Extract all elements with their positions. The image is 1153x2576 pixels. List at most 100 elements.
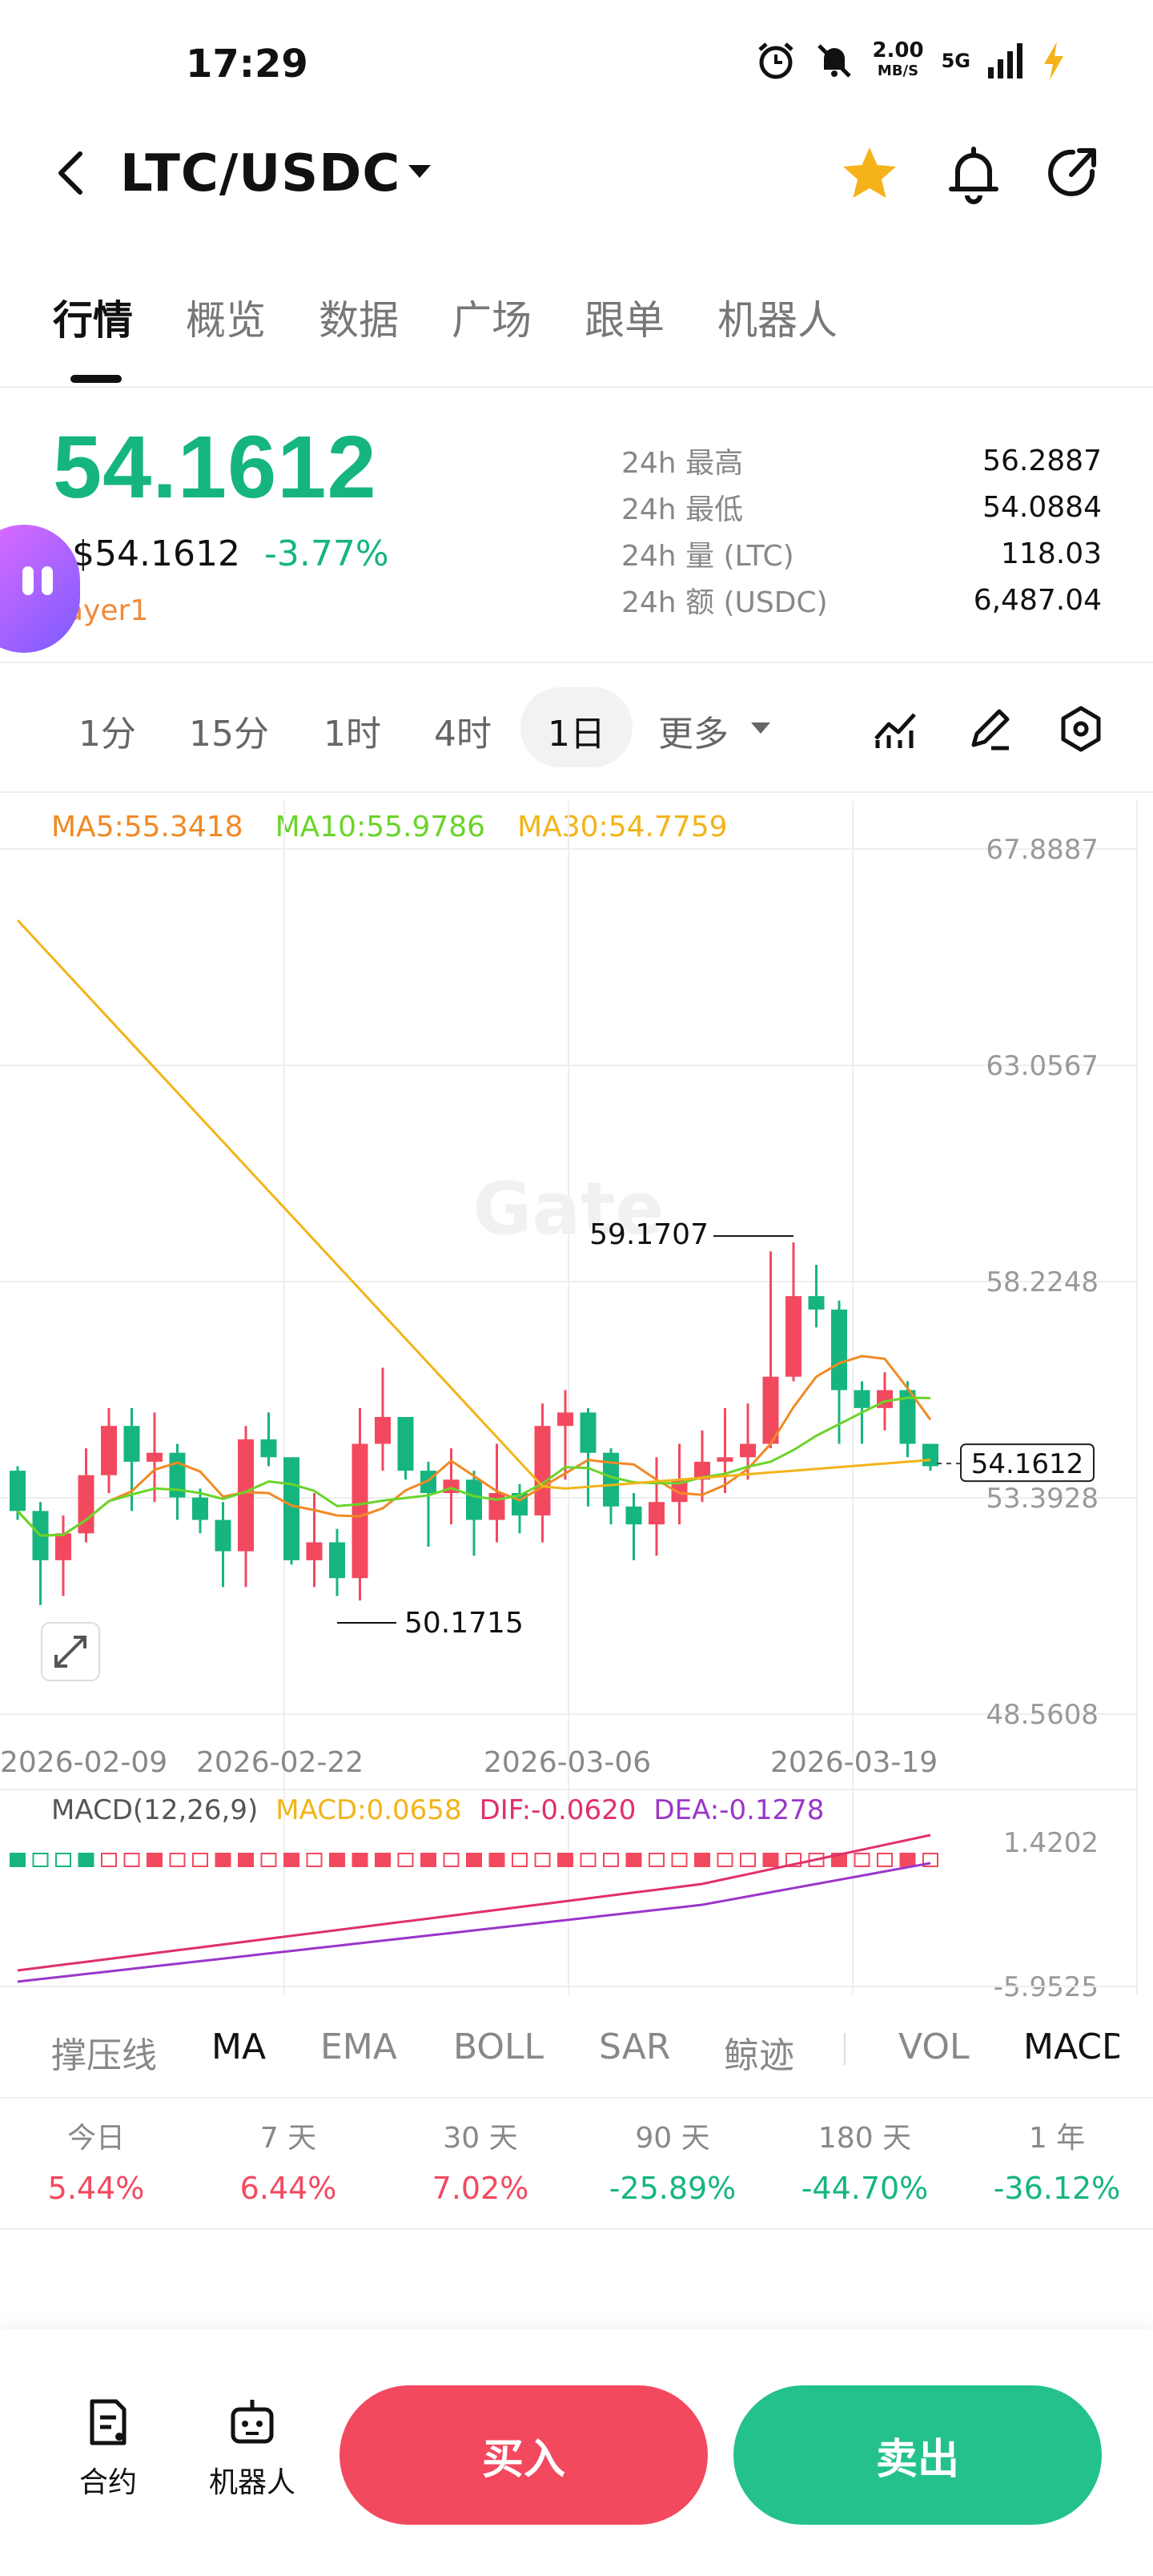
timeframe-1h[interactable]: 1时: [323, 714, 381, 755]
dif-value: DIF:-0.0620: [479, 1794, 637, 1826]
candle-body: [671, 1479, 688, 1503]
ma10-value: MA10:55.9786: [275, 811, 486, 843]
pair-title[interactable]: LTC/USDC: [120, 144, 401, 203]
macd-histogram-bar: [32, 1853, 49, 1867]
timeframe-selected-bg: [520, 687, 633, 767]
candle-body: [717, 1457, 733, 1462]
draw-pen-icon[interactable]: [964, 703, 1015, 755]
dea-line: [17, 1862, 931, 1983]
bell-icon[interactable]: [942, 143, 1006, 207]
tab-overview[interactable]: 概览: [186, 297, 266, 344]
tab-square[interactable]: 广场: [452, 297, 532, 344]
buy-button[interactable]: 买入: [339, 2385, 708, 2525]
timeframe-1d[interactable]: 1日: [548, 714, 605, 755]
candle-body: [831, 1309, 847, 1391]
perf-90d: 90 天 -25.89%: [609, 2122, 737, 2206]
tab-data[interactable]: 数据: [319, 297, 399, 344]
share-icon[interactable]: [1041, 143, 1105, 207]
indicator-sar[interactable]: SAR: [599, 2027, 671, 2067]
contract-nav[interactable]: 合约: [48, 2397, 168, 2501]
candle-body: [10, 1471, 26, 1511]
perf-30d: 30 天 7.02%: [432, 2122, 529, 2206]
macd-histogram-bar: [260, 1853, 277, 1867]
tab-copy-trade[interactable]: 跟单: [585, 297, 665, 344]
indicator-ma[interactable]: MA: [211, 2027, 267, 2067]
macd-histogram-bar: [603, 1853, 619, 1867]
macd-histogram-bar: [899, 1853, 916, 1867]
ma5-line: [16, 1354, 932, 1537]
macd-histogram-bar: [10, 1853, 26, 1867]
candle-body: [466, 1479, 482, 1520]
stat-low: 24h 最低 54.0884: [621, 490, 1102, 527]
macd-histogram-bar: [123, 1853, 140, 1867]
timeframe-1m[interactable]: 1分: [78, 714, 136, 755]
macd-histogram-bar: [78, 1853, 94, 1867]
indicator-vol[interactable]: VOL: [898, 2027, 970, 2067]
indicator-support-resistance[interactable]: 撑压线: [51, 2035, 157, 2076]
indicator-boll[interactable]: BOLL: [453, 2027, 544, 2067]
ma30-value: MA30:54.7759: [517, 811, 728, 843]
price-change: -3.77%: [264, 533, 389, 574]
signal-icon: [988, 43, 1022, 78]
y-tick-label: 53.3928: [986, 1483, 1099, 1515]
candle-body: [147, 1452, 163, 1462]
tab-market[interactable]: 行情: [53, 288, 133, 383]
candle-body: [306, 1542, 323, 1560]
indicator-tabs: 撑压线 MA EMA BOLL SAR 鲸迹 VOL MACD: [0, 2019, 1153, 2083]
ticker-stats: 24h 最高 56.2887 24h 最低 54.0884 24h 量 (LTC) 1…: [621, 437, 1102, 623]
assistant-bubble-icon[interactable]: [0, 525, 80, 653]
bottom-action-bar: 合约 机器人 买入 卖出: [0, 2329, 1153, 2576]
divider: [0, 791, 1153, 793]
macd-histogram-bar: [375, 1853, 391, 1867]
stat-volume: 24h 量 (LTC) 118.03: [621, 537, 1102, 574]
timeframe-4h[interactable]: 4时: [434, 714, 492, 755]
stat-turnover: 24h 额 (USDC) 6,487.04: [621, 583, 1102, 620]
macd-histogram-bar: [534, 1853, 551, 1867]
perf-7d: 7 天 6.44%: [239, 2122, 337, 2206]
macd-histogram-bar: [215, 1853, 231, 1867]
candle-body: [922, 1443, 938, 1467]
settings-icon[interactable]: [1055, 703, 1107, 755]
macd-histogram-bar: [740, 1853, 756, 1867]
ma10-line: [16, 1396, 931, 1537]
divider: [0, 662, 1153, 663]
macd-histogram-bar: [649, 1853, 665, 1867]
candle-body: [740, 1443, 756, 1458]
dea-value: DEA:-0.1278: [653, 1794, 825, 1826]
candle-body: [215, 1519, 231, 1552]
clock: 17:29: [186, 42, 308, 87]
y-tick-label: 58.2248: [986, 1266, 1099, 1298]
candle-body: [397, 1417, 414, 1471]
candle-body: [260, 1439, 277, 1458]
x-tick-label: 2026-02-22: [196, 1746, 364, 1779]
indicator-icon[interactable]: [870, 703, 921, 755]
status-icons: 2.00 MB/S 5G: [755, 40, 1065, 82]
back-icon[interactable]: [48, 149, 96, 197]
indicator-whale[interactable]: 鲸迹: [724, 2035, 794, 2076]
star-icon[interactable]: [838, 143, 902, 207]
candle-body: [238, 1439, 254, 1552]
candle-body: [557, 1412, 573, 1427]
macd-histogram-bar: [694, 1853, 710, 1867]
perf-180d: 180 天 -44.70%: [801, 2122, 929, 2206]
indicator-macd[interactable]: MACD: [1023, 2027, 1119, 2067]
candle-body: [603, 1452, 619, 1507]
macd-histogram-bar: [283, 1853, 299, 1867]
perf-1y: 1 年 -36.12%: [993, 2122, 1121, 2206]
bot-nav[interactable]: 机器人: [192, 2397, 312, 2501]
candle-body: [283, 1457, 299, 1560]
timeframe-15m[interactable]: 15分: [189, 714, 269, 755]
sell-button[interactable]: 卖出: [733, 2385, 1102, 2525]
pair-dropdown-icon[interactable]: [408, 165, 431, 178]
macd-histogram-bar: [55, 1853, 71, 1867]
macd-legend: MACD(12,26,9) MACD:0.0658 DIF:-0.0620 DE…: [51, 1794, 824, 1826]
last-price: 54.1612: [53, 418, 377, 517]
timeframe-more[interactable]: 更多: [658, 714, 729, 755]
candlestick-chart[interactable]: 67.8887 63.0567 58.2248 53.3928 48.5608 2026-…: [0, 793, 1153, 2019]
indicator-ema[interactable]: EMA: [320, 2027, 397, 2067]
macd-histogram-bar: [877, 1853, 893, 1867]
tab-bot[interactable]: 机器人: [717, 297, 838, 344]
chevron-down-icon[interactable]: [751, 722, 770, 734]
macd-histogram-bar: [488, 1853, 505, 1867]
perf-today: 今日 5.44%: [47, 2122, 145, 2206]
